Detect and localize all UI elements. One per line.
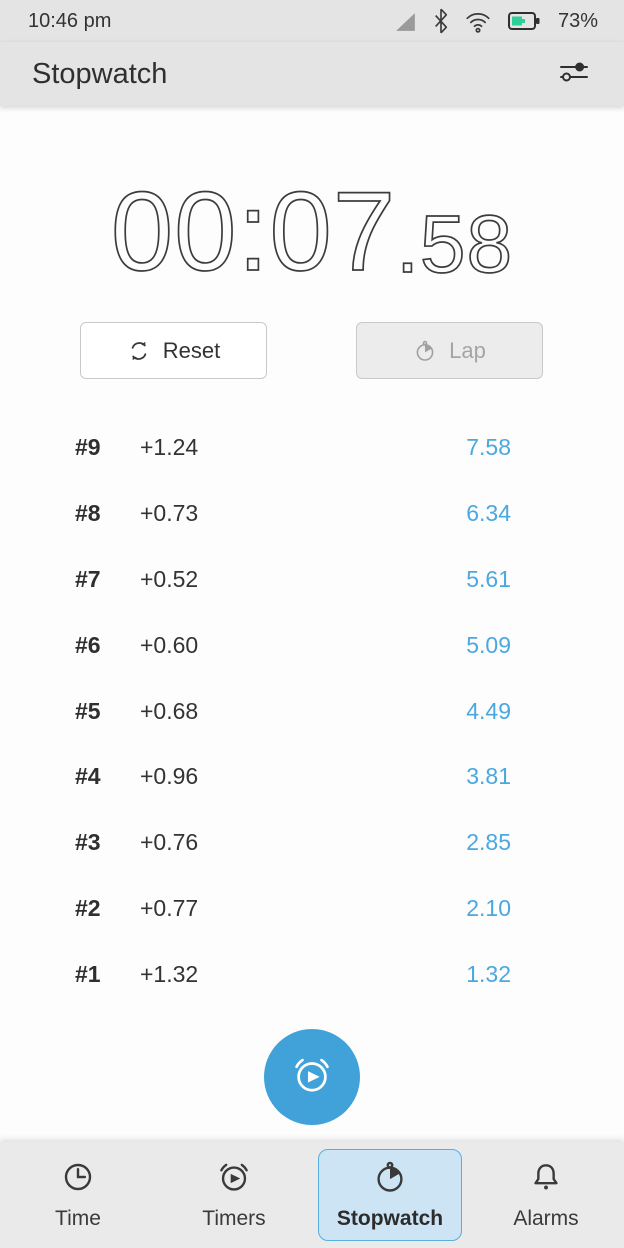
stopwatch-icon xyxy=(413,339,437,363)
clock-icon xyxy=(60,1159,96,1195)
start-button[interactable] xyxy=(264,1029,360,1126)
stopwatch-time-main: 00:07 xyxy=(110,169,397,294)
reset-icon xyxy=(127,339,151,363)
reset-button[interactable]: Reset xyxy=(80,322,267,379)
lap-delta: +1.24 xyxy=(140,434,199,461)
bluetooth-icon xyxy=(433,8,449,34)
stopwatch-time-fraction: .58 xyxy=(395,199,514,290)
stopwatch-icon xyxy=(372,1159,408,1195)
lap-delta: +0.73 xyxy=(140,500,199,527)
app-header: Stopwatch xyxy=(0,42,624,106)
lap-index: #1 xyxy=(75,960,101,987)
settings-button[interactable] xyxy=(554,54,594,94)
battery-icon xyxy=(507,9,541,33)
tab-stopwatch[interactable]: Stopwatch xyxy=(318,1149,462,1241)
lap-total: 2.10 xyxy=(466,894,511,921)
stopwatch-controls: Reset Lap xyxy=(0,322,624,379)
lap-row: #2 +0.77 2.10 xyxy=(0,876,624,942)
lap-index: #4 xyxy=(75,763,101,790)
lap-button[interactable]: Lap xyxy=(356,322,543,379)
lap-row: #9 +1.24 7.58 xyxy=(0,415,624,481)
tab-alarms[interactable]: Alarms xyxy=(474,1149,618,1241)
lap-total: 2.85 xyxy=(466,829,511,856)
lap-delta: +0.77 xyxy=(140,894,199,921)
reset-button-label: Reset xyxy=(162,337,221,363)
lap-delta: +0.76 xyxy=(140,829,199,856)
status-bar: 10:46 pm 73% xyxy=(0,0,624,42)
lap-row: #4 +0.96 3.81 xyxy=(0,744,624,810)
lap-row: #8 +0.73 6.34 xyxy=(0,481,624,547)
lap-delta: +1.32 xyxy=(140,960,199,987)
tab-time-label: Time xyxy=(55,1207,101,1230)
lap-index: #3 xyxy=(75,829,101,856)
status-time: 10:46 pm xyxy=(28,9,112,32)
lap-total: 5.09 xyxy=(466,631,511,658)
lap-row: #5 +0.68 4.49 xyxy=(0,678,624,744)
lap-row: #1 +1.32 1.32 xyxy=(0,941,624,1007)
lap-button-label: Lap xyxy=(449,337,486,363)
lap-delta: +0.52 xyxy=(140,565,199,592)
lap-row: #3 +0.76 2.85 xyxy=(0,810,624,876)
lap-total: 1.32 xyxy=(466,960,511,987)
lap-total: 7.58 xyxy=(466,434,511,461)
lap-index: #7 xyxy=(75,565,101,592)
lap-index: #6 xyxy=(75,631,101,658)
lap-index: #5 xyxy=(75,697,101,724)
bottom-nav: Time Timers Stopwatch xyxy=(0,1142,624,1248)
lap-row: #7 +0.52 5.61 xyxy=(0,547,624,613)
lap-list: #9 +1.24 7.58 #8 +0.73 6.34 #7 +0.52 5.6… xyxy=(0,415,624,1007)
lap-delta: +0.60 xyxy=(140,631,199,658)
page-title: Stopwatch xyxy=(32,57,168,90)
start-stopwatch-icon xyxy=(290,1053,334,1102)
lap-delta: +0.68 xyxy=(140,697,199,724)
lap-total: 6.34 xyxy=(466,500,511,527)
lap-total: 4.49 xyxy=(466,697,511,724)
timer-icon xyxy=(216,1159,252,1195)
sliders-icon xyxy=(556,57,592,92)
lap-index: #9 xyxy=(75,434,101,461)
tab-timers[interactable]: Timers xyxy=(162,1149,306,1241)
lap-row: #6 +0.60 5.09 xyxy=(0,612,624,678)
lap-delta: +0.96 xyxy=(140,763,199,790)
wifi-icon xyxy=(464,9,492,34)
tab-alarms-label: Alarms xyxy=(513,1207,579,1230)
stopwatch-time: 00:07.58 xyxy=(0,146,624,294)
lap-index: #2 xyxy=(75,894,101,921)
lap-total: 5.61 xyxy=(466,565,511,592)
tab-time[interactable]: Time xyxy=(6,1149,150,1241)
bell-icon xyxy=(528,1159,564,1195)
battery-percent: 73% xyxy=(557,9,598,32)
tab-timers-label: Timers xyxy=(202,1207,266,1230)
tab-stopwatch-label: Stopwatch xyxy=(336,1207,444,1230)
lap-total: 3.81 xyxy=(466,763,511,790)
lap-index: #8 xyxy=(75,500,101,527)
cellular-signal-icon xyxy=(393,9,418,34)
stopwatch-page: 00:07.58 Reset Lap xyxy=(0,106,624,1142)
